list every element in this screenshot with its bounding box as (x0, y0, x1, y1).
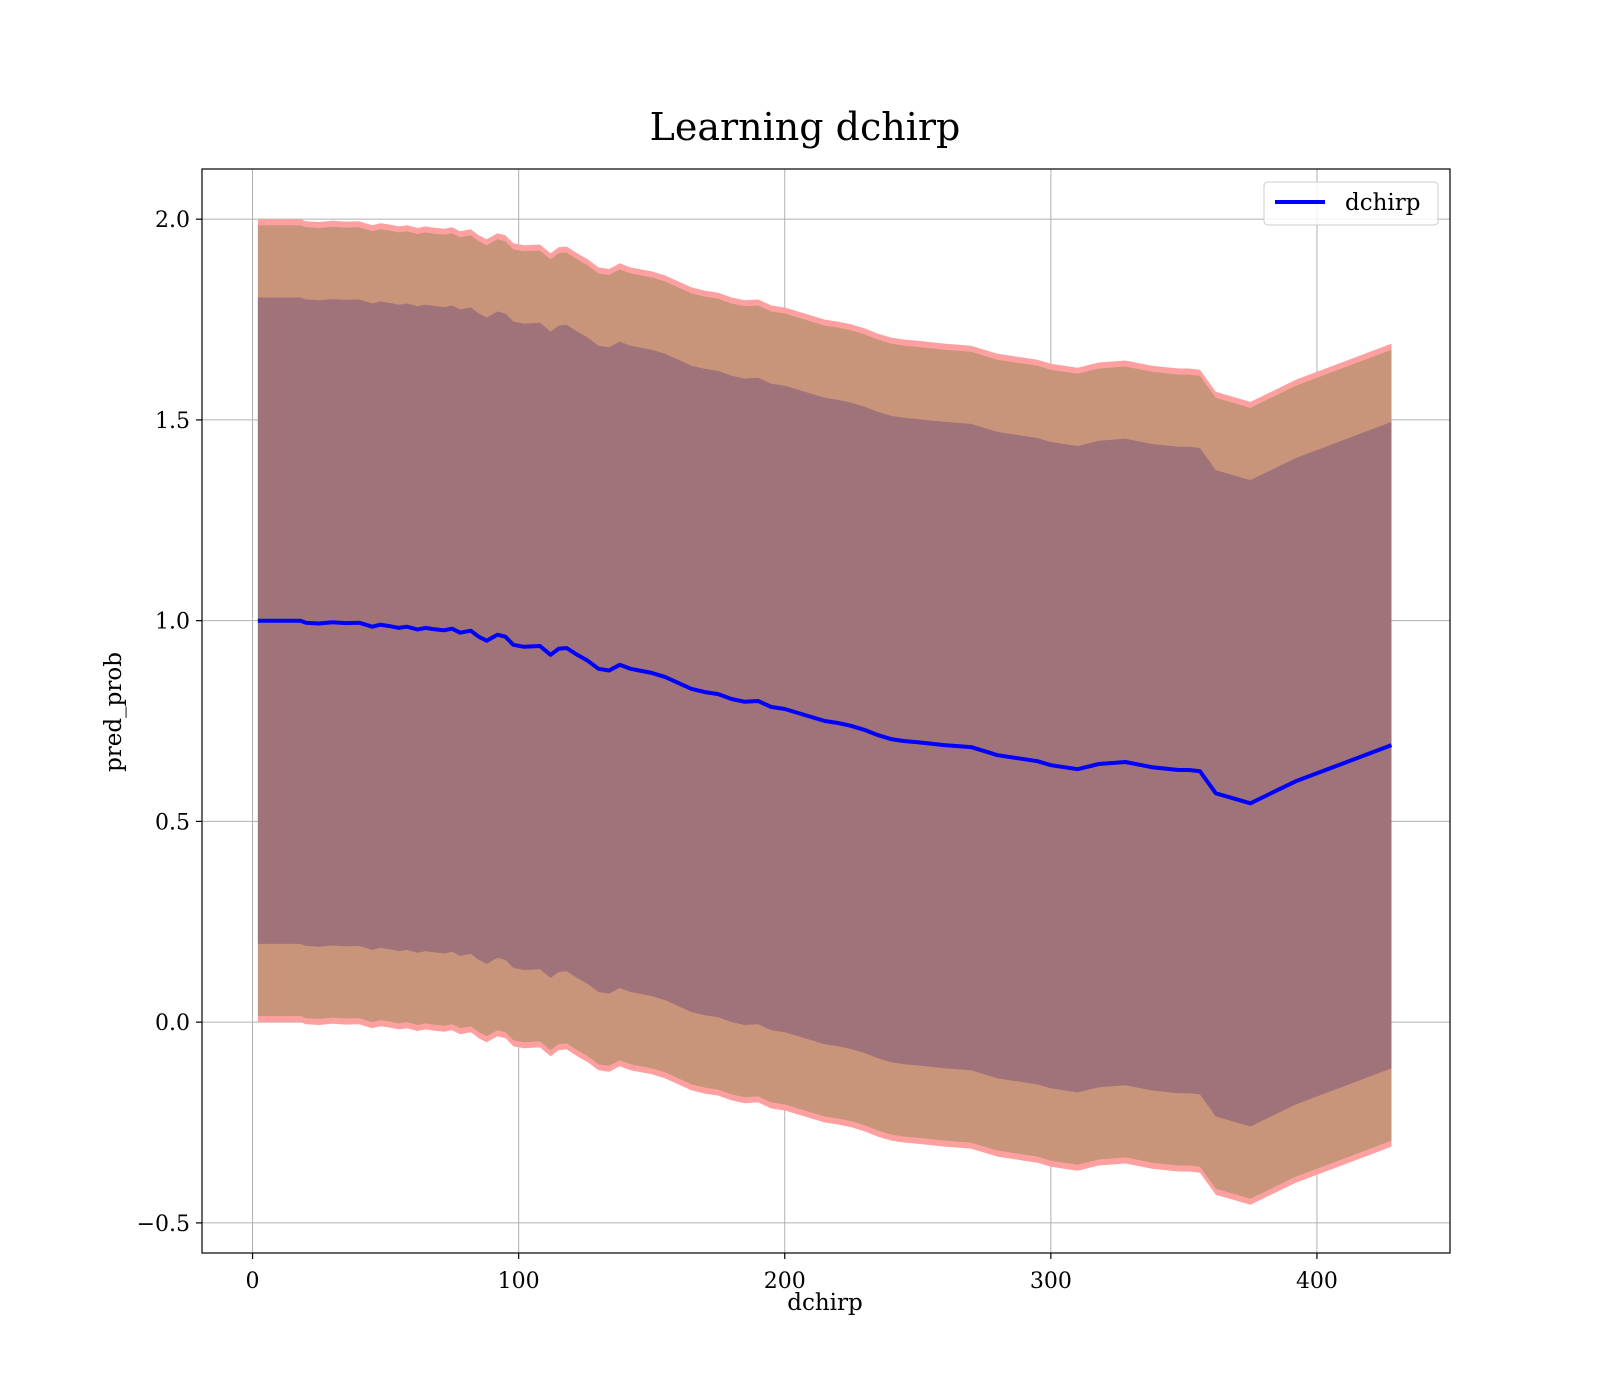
legend-box (1263, 181, 1439, 226)
y-axis-label: pred_prob (101, 652, 127, 772)
x-tick-label: 100 (498, 1269, 540, 1294)
y-tick-label: 1.5 (155, 409, 190, 434)
series-lines (257, 618, 1393, 806)
confidence-bands (257, 219, 1392, 1205)
y-tick-label: 0.5 (155, 810, 190, 835)
x-tick-label: 200 (764, 1269, 806, 1294)
x-axis-label: dchirp (787, 1290, 863, 1316)
y-tick-label: 1.0 (155, 610, 190, 635)
legend: dchirp (1263, 181, 1439, 226)
band-inner (257, 297, 1392, 1127)
legend-label-dchirp: dchirp (1345, 190, 1421, 216)
y-axis-ticks: −0.5 0.0 0.5 1.0 1.5 2.0 (137, 208, 202, 1237)
x-axis-ticks: 0 100 200 300 400 (246, 1253, 1338, 1294)
y-tick-label: −0.5 (137, 1212, 190, 1237)
y-tick-label: 2.0 (155, 208, 190, 233)
y-tick-label: 0.0 (155, 1011, 190, 1036)
plot-area-frame (201, 168, 1451, 1254)
x-tick-label: 0 (246, 1269, 260, 1294)
x-tick-label: 300 (1030, 1269, 1072, 1294)
x-tick-label: 400 (1296, 1269, 1338, 1294)
chart-title: Learning dchirp (650, 105, 961, 149)
series-line-dchirp (257, 618, 1393, 806)
